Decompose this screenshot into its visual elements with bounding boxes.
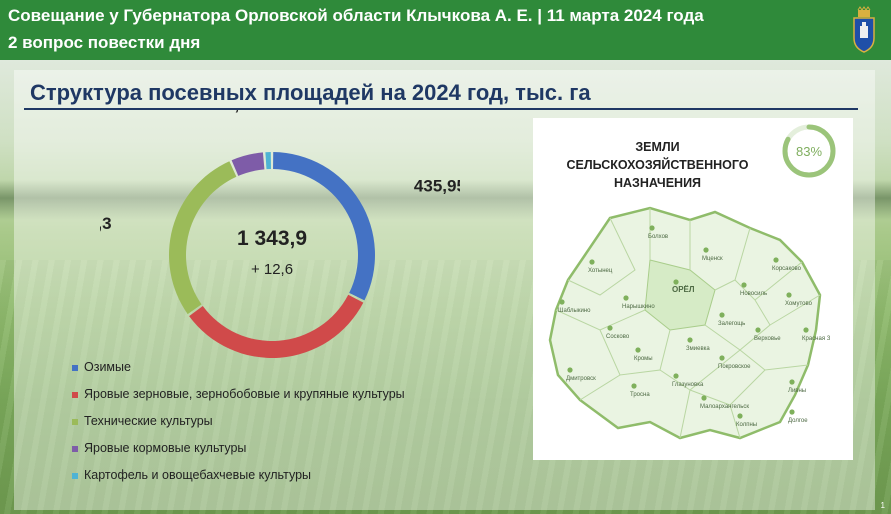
district-label: Новосиль — [740, 291, 767, 297]
district-dot — [567, 367, 573, 373]
district-dot — [631, 383, 637, 389]
district-label: Змиевка — [686, 346, 710, 352]
district-label: Сосково — [606, 334, 630, 340]
chart-legend: Озимые Яровые зерновые, зернобобовые и кр… — [72, 360, 405, 495]
chart-center-total: 1 343,9 — [237, 227, 307, 250]
district-label: Хомутово — [785, 301, 813, 307]
district-dot — [673, 279, 679, 285]
legend-label: Яровые зерновые, зернобобовые и крупяные… — [84, 387, 405, 401]
district-dot — [559, 299, 565, 305]
district-label: Красная Заря — [802, 336, 830, 342]
legend-item: Технические культуры — [72, 414, 405, 441]
district-dot — [755, 327, 761, 333]
district-dot — [623, 295, 629, 301]
district-label: Колпны — [736, 422, 757, 428]
district-dot — [703, 247, 709, 253]
district-label: Залегощь — [718, 321, 745, 327]
chart-center-delta: + 12,6 — [251, 261, 293, 278]
legend-item: Яровые кормовые культуры — [72, 441, 405, 468]
district-label: Тросна — [630, 392, 650, 398]
title-divider — [24, 108, 858, 110]
district-label: Корсаково — [772, 266, 802, 272]
district-dot — [803, 327, 809, 333]
agricultural-land-percent-ring: 83% — [782, 124, 836, 178]
legend-item: Озимые — [72, 360, 405, 387]
district-dot — [701, 395, 707, 401]
donut-slice-3 — [169, 161, 237, 315]
meeting-title: Совещание у Губернатора Орловской област… — [8, 6, 704, 25]
legend-label: Технические культуры — [84, 414, 213, 428]
district-label: Малоархангельск — [700, 404, 749, 410]
district-dot — [649, 225, 655, 231]
donut-slice-1 — [273, 152, 375, 301]
map-title: ЗЕМЛИ СЕЛЬСКОХОЗЯЙСТВЕННОГО НАЗНАЧЕНИЯ — [566, 140, 749, 190]
legend-item: Яровые зерновые, зернобобовые и крупяные… — [72, 387, 405, 414]
district-dot — [687, 337, 693, 343]
district-dot — [789, 409, 795, 415]
district-label: Нарышкино — [622, 304, 655, 310]
slide-title: Структура посевных площадей на 2024 год,… — [30, 80, 591, 105]
district-dot — [673, 373, 679, 379]
district-dot — [607, 325, 613, 331]
district-label: Долгое — [788, 418, 808, 424]
donut-value-label-1: 435,95 — [414, 176, 460, 195]
district-label: Хотынец — [588, 268, 613, 274]
legend-label: Озимые — [84, 360, 131, 374]
donut-value-label-4: 72,4 — [216, 110, 250, 114]
district-dot — [589, 259, 595, 265]
district-dot — [719, 312, 725, 318]
legend-swatch — [72, 473, 78, 479]
slide-header: Совещание у Губернатора Орловской област… — [0, 0, 891, 60]
district-dot — [737, 413, 743, 419]
district-label: Кромы — [634, 356, 653, 362]
donut-slice-5 — [265, 152, 271, 170]
district-dot — [786, 292, 792, 298]
legend-swatch — [72, 365, 78, 371]
donut-value-label-3: 380,3 — [100, 214, 112, 233]
agenda-item: 2 вопрос повестки дня — [8, 33, 201, 52]
legend-label: Картофель и овощебахчевые культуры — [84, 468, 312, 482]
donut-slice-2 — [189, 294, 364, 358]
district-dot — [789, 379, 795, 385]
district-label: Дмитровск — [566, 376, 596, 382]
legend-swatch — [72, 419, 78, 425]
district-dot — [719, 355, 725, 361]
district-label: Ливны — [788, 388, 806, 394]
district-label: Болхов — [648, 234, 668, 240]
district-dot — [741, 282, 747, 288]
donut-slice-4 — [231, 152, 265, 176]
district-label: Шаблыкино — [558, 308, 591, 314]
district-label: Покровское — [718, 364, 751, 370]
district-label: Глазуновка — [672, 382, 704, 388]
district-dot — [635, 347, 641, 353]
oryol-region-map: Болхов Хотынец Мценск Корсаково Новосиль Шабл… — [548, 206, 830, 440]
district-label: ОРЁЛ — [672, 285, 695, 294]
agricultural-land-percent: 83% — [796, 144, 822, 159]
district-label: Мценск — [702, 256, 723, 262]
page-number: 1 — [880, 501, 885, 510]
legend-swatch — [72, 392, 78, 398]
sown-area-donut-chart: 1 343,9 + 12,6 435,95438380,372,416,3 — [100, 110, 460, 358]
coat-of-arms-icon — [853, 6, 875, 53]
legend-label: Яровые кормовые культуры — [84, 441, 247, 455]
district-label: Верховье — [754, 336, 781, 342]
legend-item: Картофель и овощебахчевые культуры — [72, 468, 405, 495]
district-dot — [773, 257, 779, 263]
legend-swatch — [72, 446, 78, 452]
